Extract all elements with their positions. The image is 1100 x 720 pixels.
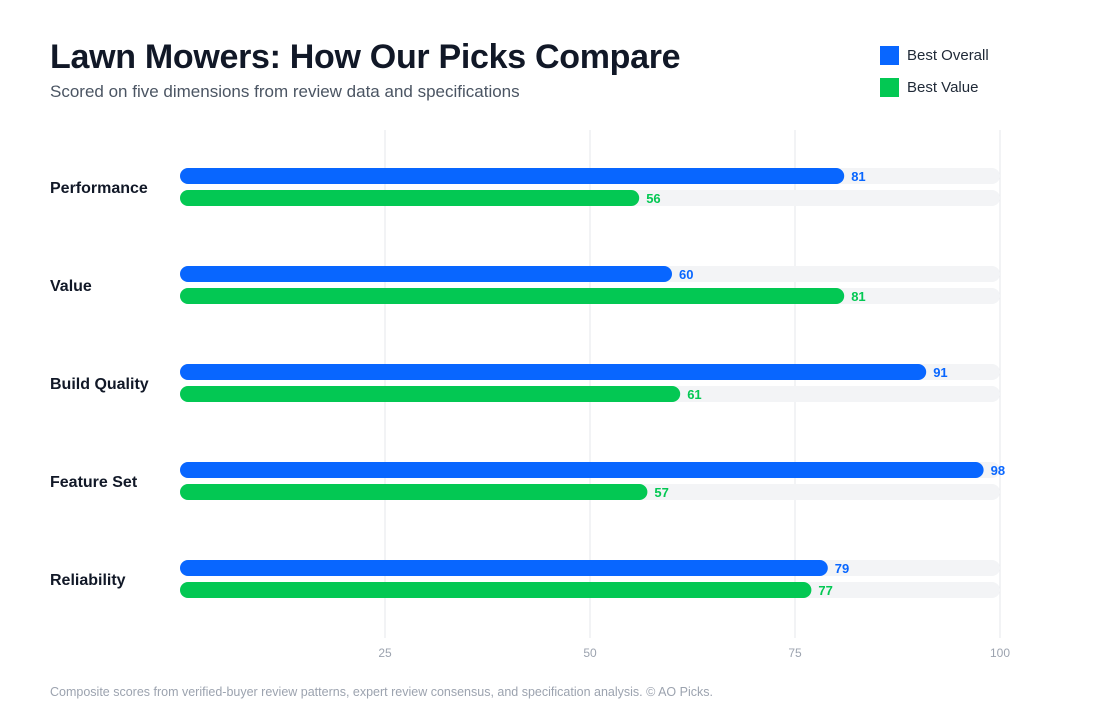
x-tick-label-25: 25 (378, 646, 392, 660)
category-label-build-quality: Build Quality (50, 376, 149, 393)
bar-feature-set-best-overall (180, 462, 984, 478)
category-label-reliability: Reliability (50, 572, 126, 589)
legend-swatch-best-overall (880, 45, 899, 65)
legend-label-best-value: Best Value (907, 78, 979, 96)
bar-reliability-best-overall (180, 560, 828, 576)
data-label-value-best-value: 81 (851, 289, 865, 304)
data-label-feature-set-best-overall: 98 (991, 463, 1005, 478)
x-tick-label-75: 75 (788, 646, 802, 660)
data-label-build-quality-best-overall: 91 (933, 365, 947, 380)
legend-swatch-best-value (880, 77, 899, 97)
x-tick-label-100: 100 (990, 646, 1010, 660)
bar-build-quality-best-overall (180, 364, 927, 380)
x-tick-label-50: 50 (583, 646, 597, 660)
chart-legend: Best Overall Best Value (880, 45, 989, 109)
bar-value-best-value (180, 288, 845, 304)
data-label-feature-set-best-value: 57 (654, 485, 668, 500)
bar-performance-best-value (180, 190, 640, 206)
legend-label-best-overall: Best Overall (907, 46, 989, 64)
category-label-performance: Performance (50, 180, 148, 197)
legend-item-best-overall: Best Overall (880, 45, 989, 65)
data-label-value-best-overall: 60 (679, 267, 693, 282)
chart-title: Lawn Mowers: How Our Picks Compare (50, 38, 681, 76)
data-label-performance-best-value: 56 (646, 191, 660, 206)
category-label-feature-set: Feature Set (50, 474, 138, 491)
category-label-value: Value (50, 278, 92, 295)
legend-item-best-value: Best Value (880, 77, 989, 97)
data-label-build-quality-best-value: 61 (687, 387, 701, 402)
bar-performance-best-overall (180, 168, 845, 184)
footnote: Composite scores from verified-buyer rev… (50, 685, 713, 699)
data-label-reliability-best-overall: 79 (835, 561, 849, 576)
bar-reliability-best-value (180, 582, 812, 598)
bar-value-best-overall (180, 266, 672, 282)
bar-build-quality-best-value (180, 386, 681, 402)
data-label-reliability-best-value: 77 (818, 583, 832, 598)
data-label-performance-best-overall: 81 (851, 169, 865, 184)
bar-feature-set-best-value (180, 484, 648, 500)
chart-subtitle: Scored on five dimensions from review da… (50, 82, 520, 101)
